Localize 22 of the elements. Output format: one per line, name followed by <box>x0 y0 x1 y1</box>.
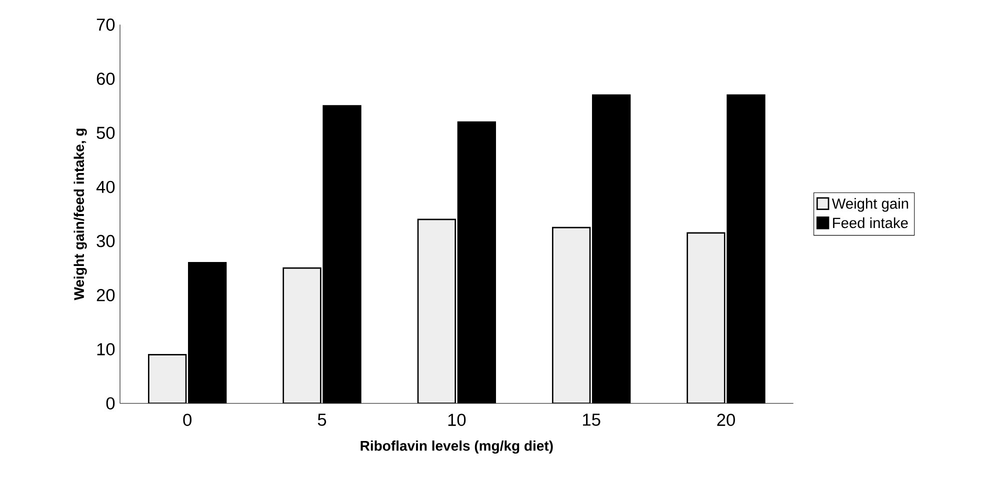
y-tick-label: 10 <box>97 343 115 356</box>
y-tick-label: 0 <box>106 397 115 410</box>
y-tick-label: 70 <box>96 18 115 31</box>
y-axis-title: Weight gain/feed intake, g <box>74 128 87 300</box>
x-tick-label: 0 <box>183 414 192 426</box>
x-tick-label: 10 <box>448 414 466 426</box>
bar <box>552 226 591 404</box>
y-tick-label: 20 <box>96 289 115 302</box>
y-tick-label: 30 <box>96 234 115 248</box>
x-tick-label: 5 <box>318 414 326 426</box>
bar <box>417 218 456 404</box>
legend-label: Feed intake <box>833 217 908 228</box>
y-tick-label: 40 <box>96 180 115 194</box>
x-tick-label: 15 <box>583 414 600 426</box>
bar <box>148 354 187 404</box>
x-tick-label: 20 <box>717 414 735 426</box>
bar <box>282 267 322 404</box>
legend-label: Weight gain <box>832 198 908 212</box>
y-tick-label: 50 <box>96 126 115 139</box>
y-tick-label: 60 <box>96 72 115 85</box>
bar <box>686 232 726 404</box>
x-axis-title: Riboflavin levels (mg/kg diet) <box>360 440 553 454</box>
